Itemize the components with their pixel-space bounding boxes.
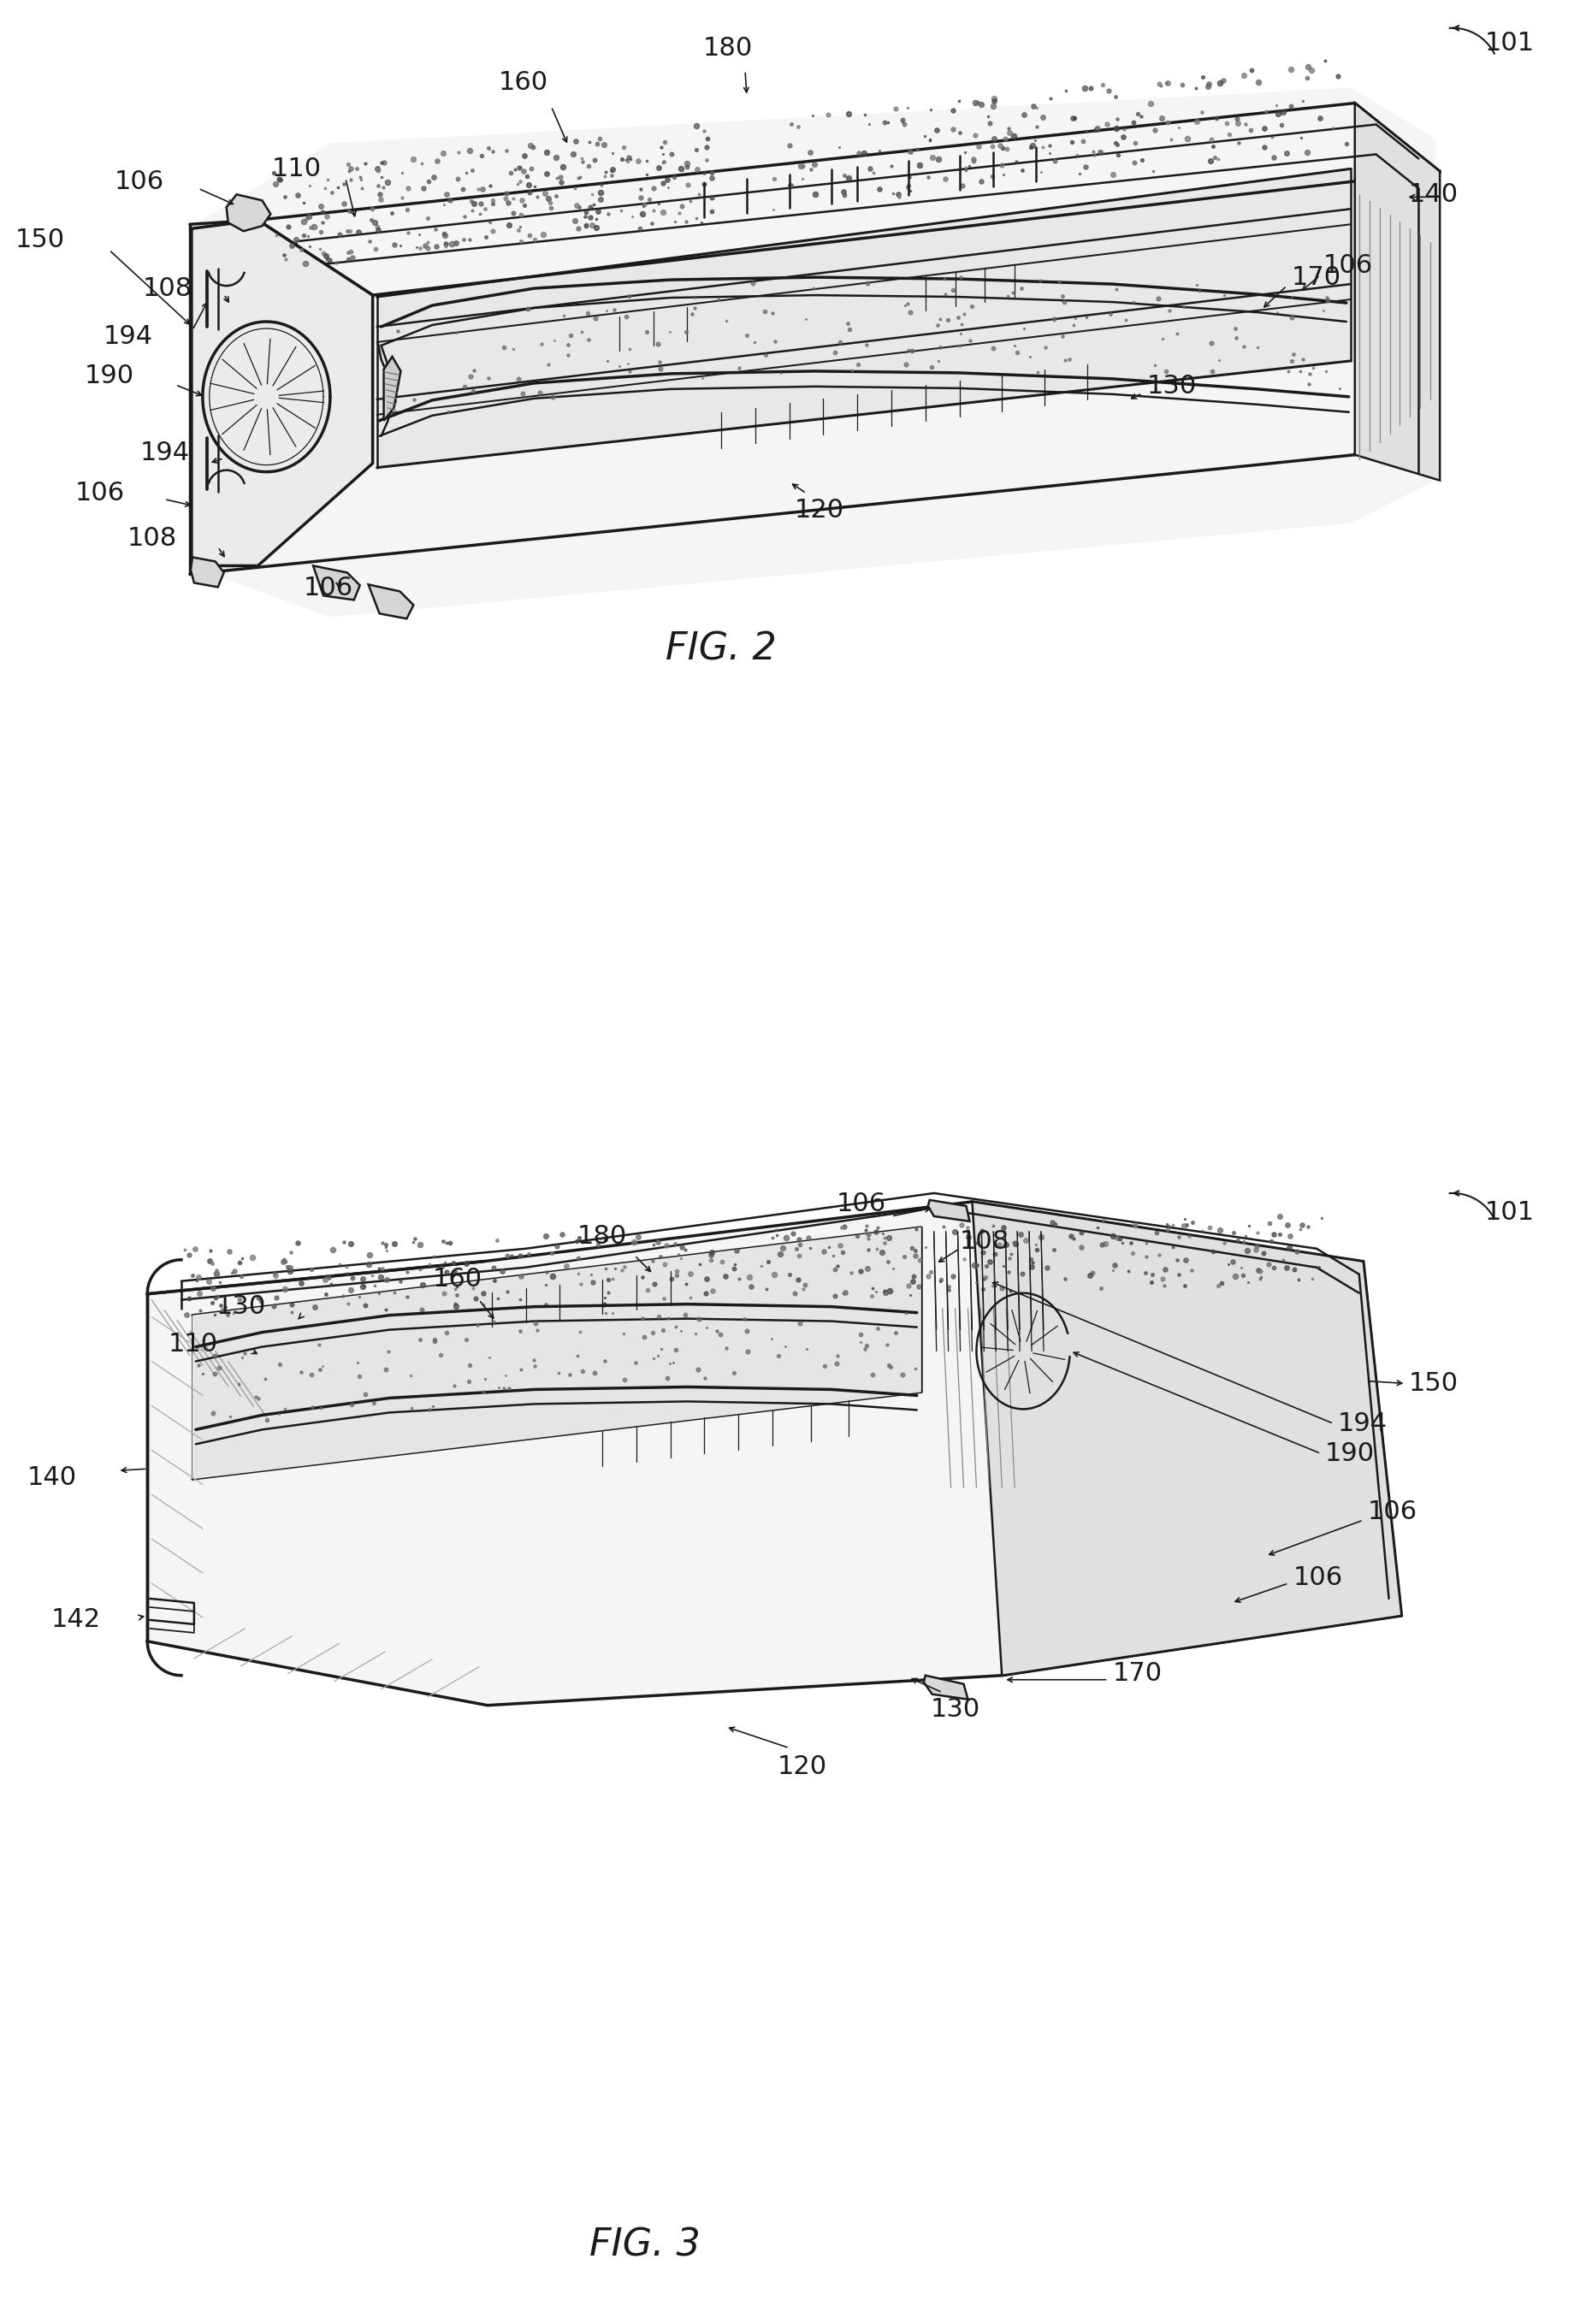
Text: 130: 130 [1147,374,1196,400]
Polygon shape [191,221,373,565]
Text: 106: 106 [1368,1499,1417,1525]
Text: 120: 120 [777,1755,826,1778]
Text: 170: 170 [1112,1662,1163,1687]
Text: 140: 140 [27,1464,77,1490]
Text: 106: 106 [303,576,354,602]
Text: 160: 160 [433,1267,482,1292]
Text: 108: 108 [959,1229,1010,1255]
Text: 140: 140 [1408,181,1458,207]
Polygon shape [1354,102,1439,481]
Text: 142: 142 [51,1608,101,1631]
Text: 101: 101 [1485,1202,1534,1225]
Text: 194: 194 [104,325,153,349]
Text: 150: 150 [16,228,65,251]
Polygon shape [384,356,401,421]
Polygon shape [924,1676,969,1699]
Text: 101: 101 [1485,30,1534,56]
Text: 108: 108 [142,277,193,300]
Text: 106: 106 [115,170,164,193]
Polygon shape [147,1202,1401,1706]
Text: 150: 150 [1408,1371,1458,1397]
Text: 194: 194 [141,442,190,465]
Polygon shape [972,1202,1401,1676]
Text: 106: 106 [837,1192,886,1215]
Text: 130: 130 [931,1697,980,1722]
Text: 130: 130 [216,1294,267,1320]
Text: 190: 190 [1326,1441,1375,1466]
Text: FIG. 2: FIG. 2 [665,632,777,667]
Polygon shape [378,170,1351,467]
Polygon shape [190,88,1436,616]
Text: 106: 106 [1324,253,1373,277]
Text: 190: 190 [85,365,134,388]
Polygon shape [927,1199,970,1222]
Polygon shape [226,195,270,230]
Text: 194: 194 [1338,1411,1387,1436]
Text: 110: 110 [272,156,322,181]
Text: 108: 108 [128,525,177,551]
Polygon shape [368,586,414,618]
Polygon shape [191,558,224,588]
Text: 180: 180 [703,35,754,60]
Text: 106: 106 [74,481,125,507]
Text: 110: 110 [167,1332,218,1357]
Text: 106: 106 [1292,1564,1343,1590]
Polygon shape [313,565,360,600]
Text: 170: 170 [1291,265,1341,290]
Text: 180: 180 [577,1225,627,1248]
Text: FIG. 3: FIG. 3 [589,2226,700,2264]
Text: 160: 160 [498,70,548,95]
Text: 120: 120 [795,497,844,523]
Polygon shape [193,1227,921,1478]
